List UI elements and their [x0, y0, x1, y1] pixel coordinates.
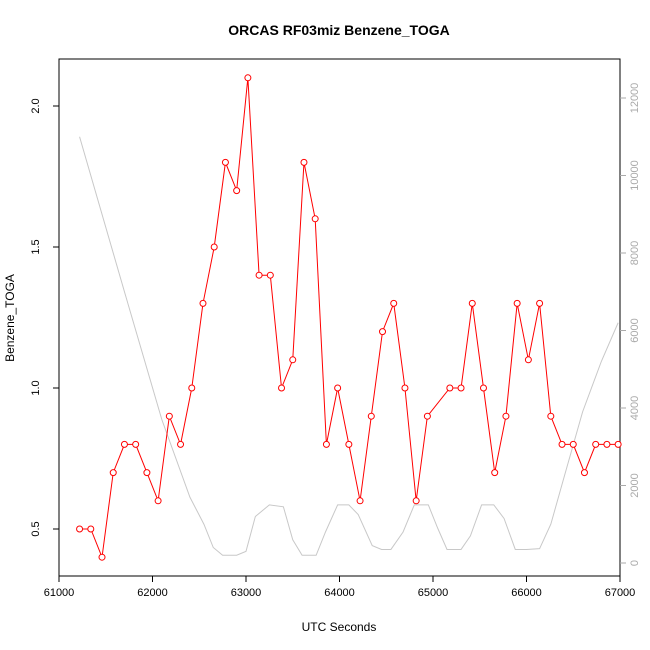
data-point — [580, 469, 588, 477]
data-point — [412, 497, 420, 505]
data-point — [524, 356, 532, 364]
data-point — [109, 469, 117, 477]
chart-title: ORCAS RF03miz Benzene_TOGA — [228, 22, 449, 38]
y2-tick-label: 0 — [629, 560, 641, 566]
y2-tick-label: 2000 — [629, 473, 641, 497]
y2-tick-label: 8000 — [629, 241, 641, 265]
series-layer — [76, 74, 622, 561]
primary-series-line — [79, 77, 619, 560]
data-point — [311, 215, 319, 223]
data-point — [592, 440, 600, 448]
data-point — [210, 243, 218, 251]
x-tick-label: 67000 — [605, 587, 636, 599]
data-point — [244, 74, 252, 82]
x-tick-label: 64000 — [324, 587, 355, 599]
y-tick-label: 2.0 — [30, 98, 42, 113]
data-point — [120, 440, 128, 448]
data-point — [569, 440, 577, 448]
data-point — [165, 412, 173, 420]
data-point — [356, 497, 364, 505]
x-axis-label: UTC Seconds — [302, 620, 377, 634]
y2-tick-label: 12000 — [629, 83, 641, 114]
data-point — [423, 412, 431, 420]
data-point — [334, 384, 342, 392]
data-point — [278, 384, 286, 392]
y-axis-label: Benzene_TOGA — [3, 274, 17, 362]
x-tick-label: 65000 — [418, 587, 449, 599]
secondary-y-axis-ticks: 0 2000 4000 6000 8000 10000 12000 — [620, 83, 641, 566]
y2-tick-label: 10000 — [629, 160, 641, 191]
data-point — [233, 187, 241, 195]
data-point — [502, 412, 510, 420]
data-point — [266, 271, 274, 279]
secondary-series-line — [79, 136, 619, 556]
data-point — [345, 440, 353, 448]
data-point — [367, 412, 375, 420]
data-point — [188, 384, 196, 392]
data-point — [401, 384, 409, 392]
data-point — [513, 299, 521, 307]
data-point — [603, 440, 611, 448]
x-tick-label: 66000 — [511, 587, 542, 599]
data-point — [379, 328, 387, 336]
data-point — [547, 412, 555, 420]
data-point — [479, 384, 487, 392]
data-point — [76, 525, 84, 533]
data-point — [132, 440, 140, 448]
data-point — [446, 384, 454, 392]
data-point — [390, 299, 398, 307]
x-tick-label: 62000 — [137, 587, 168, 599]
data-point — [221, 158, 229, 166]
data-point — [614, 440, 622, 448]
y2-tick-label: 6000 — [629, 318, 641, 342]
data-point — [558, 440, 566, 448]
x-tick-label: 61000 — [44, 587, 75, 599]
y-tick-label: 1.0 — [30, 380, 42, 395]
data-point — [300, 158, 308, 166]
data-point — [289, 356, 297, 364]
y-tick-label: 0.5 — [30, 521, 42, 536]
data-point — [491, 469, 499, 477]
data-point — [154, 497, 162, 505]
y-axis-ticks: 0.5 1.0 1.5 2.0 — [30, 98, 59, 537]
data-point — [468, 299, 476, 307]
y-tick-label: 1.5 — [30, 239, 42, 254]
data-point — [457, 384, 465, 392]
y2-tick-label: 4000 — [629, 396, 641, 420]
x-tick-label: 63000 — [231, 587, 262, 599]
data-point — [322, 440, 330, 448]
data-point — [87, 525, 95, 533]
data-point — [536, 299, 544, 307]
data-point — [98, 553, 106, 561]
plot-frame — [58, 58, 621, 577]
x-axis-ticks: 61000 62000 63000 64000 65000 66000 67000 — [44, 576, 636, 599]
data-point — [199, 299, 207, 307]
data-point — [255, 271, 263, 279]
data-point — [143, 469, 151, 477]
data-point — [177, 440, 185, 448]
